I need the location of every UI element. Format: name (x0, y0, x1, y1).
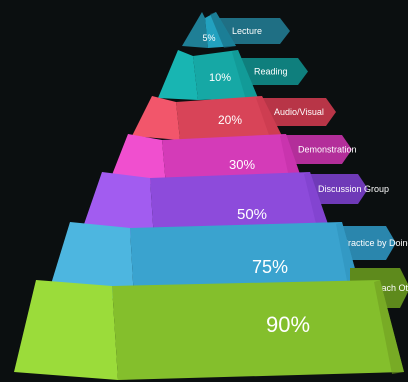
level-label-tag (276, 135, 352, 164)
level-left-face (132, 96, 180, 140)
level-front-face (130, 222, 362, 300)
level-label-text: Audio/Visual (274, 107, 324, 117)
level-label-text: Demonstration (298, 145, 357, 155)
level-front-face (176, 96, 282, 140)
pyramid-level-3: 20% (132, 96, 282, 140)
level-front-face (162, 134, 302, 186)
level-label-text: Discussion Group (318, 184, 389, 194)
level-shade (210, 12, 236, 48)
level-percent: 20% (218, 113, 242, 127)
level-percent: 90% (266, 312, 310, 337)
level-front-face (112, 280, 404, 380)
level-front-face (150, 172, 330, 240)
level-left-face (110, 134, 166, 186)
level-percent: 75% (252, 257, 288, 277)
level-percent: 30% (229, 157, 255, 172)
level-shade (304, 172, 330, 232)
pyramid-level-6: 75% (48, 222, 362, 300)
level-left-face (48, 222, 134, 300)
level-left-face (158, 50, 198, 100)
level-shade (256, 96, 282, 138)
level-label-text: Lecture (232, 26, 262, 36)
level-percent: 50% (237, 206, 267, 223)
pyramid-level-4: 30% (110, 134, 302, 186)
pyramid-level-1: 5% (182, 12, 236, 48)
level-percent: 5% (202, 33, 215, 43)
level-left-face (14, 280, 118, 380)
pyramid-level-2: 10% (158, 50, 258, 100)
level-left-face (182, 12, 208, 48)
level-label-tag (232, 58, 308, 85)
level-shade (374, 280, 404, 374)
level-left-face (82, 172, 154, 240)
pyramid-level-5: 50% (82, 172, 330, 240)
level-label-text: Teach Others (372, 283, 408, 293)
level-percent: 10% (209, 72, 231, 84)
pyramid-level-7: 90% (14, 280, 404, 380)
level-label-text: Practice by Doing (342, 238, 408, 248)
level-shade (232, 50, 258, 100)
level-shade (280, 134, 302, 182)
level-label-text: Reading (254, 67, 288, 77)
